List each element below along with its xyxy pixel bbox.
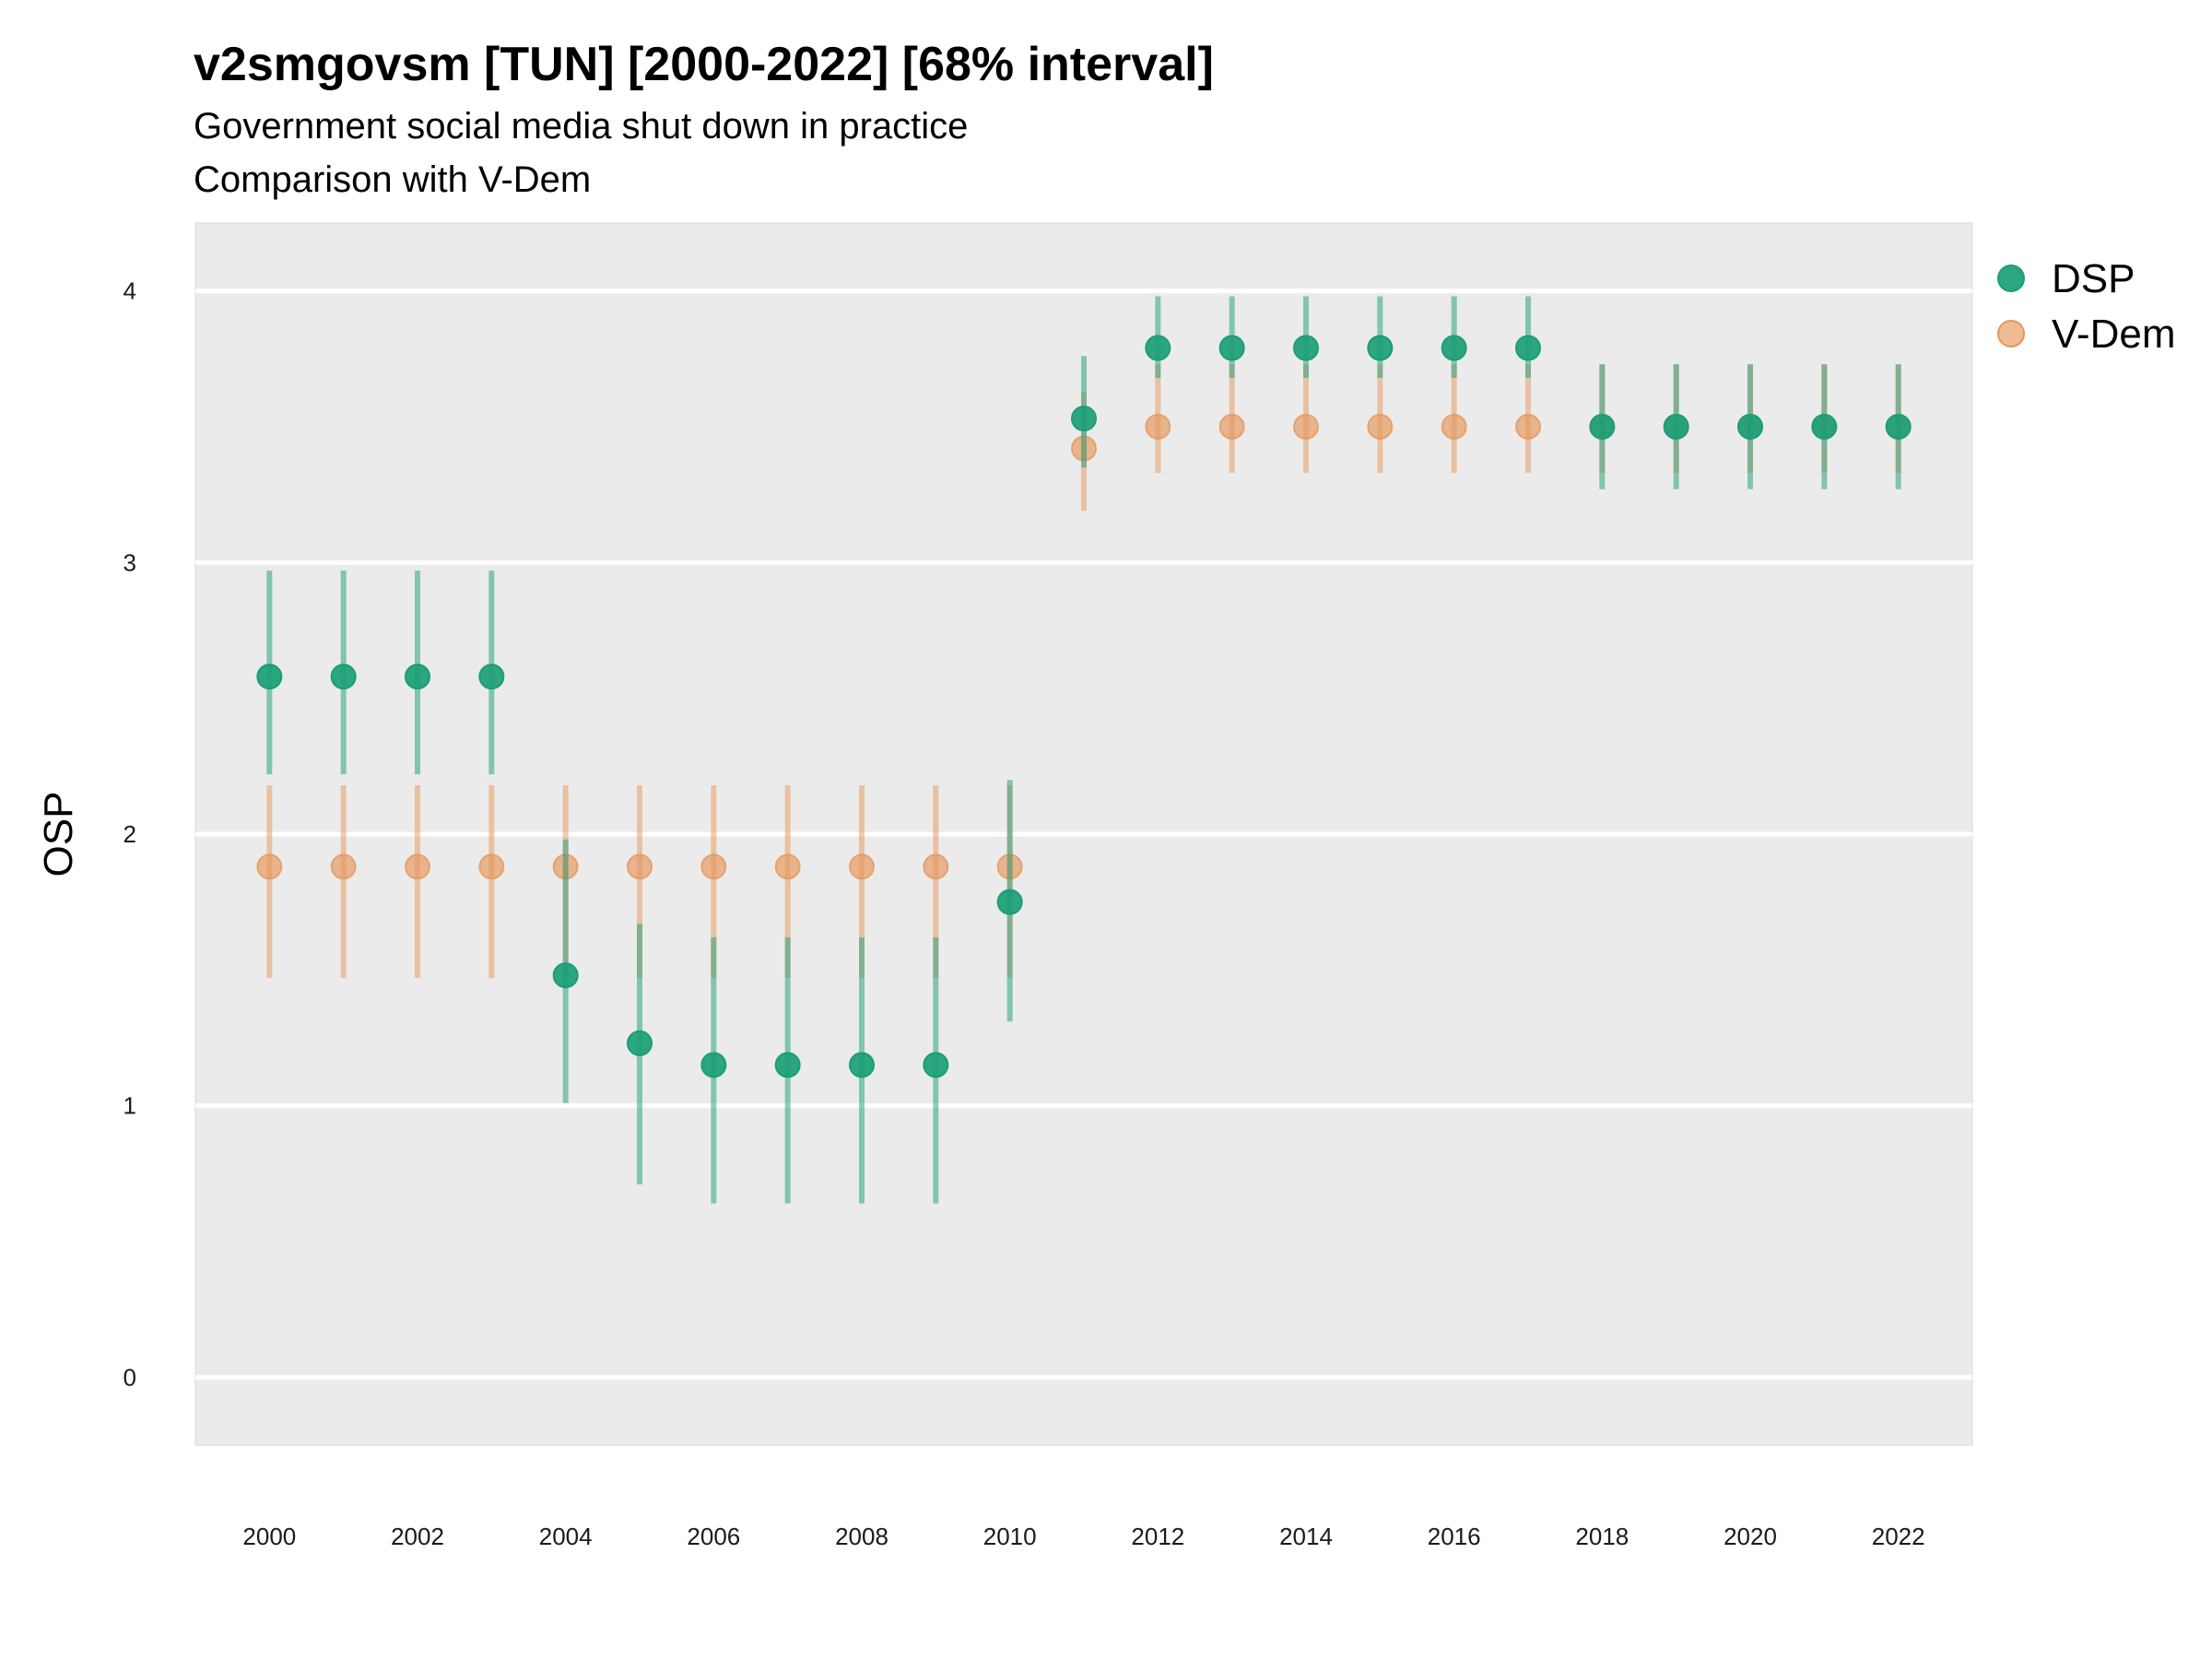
v-dem-point [330,853,357,880]
legend-label-v-dem: V-Dem [2052,312,2175,357]
v-dem-point [849,853,875,880]
legend-key-v-dem [1997,320,2025,347]
chart-title: v2smgovsm [TUN] [2000-2022] [68% interva… [194,38,1214,91]
dsp-point [1071,406,1097,432]
dsp-point [552,962,579,989]
dsp-point [1367,335,1394,361]
v-dem-point [627,853,653,880]
v-dem-point [1145,414,1171,440]
x-tick-label: 2020 [1724,1523,1777,1550]
v-dem-point [1293,414,1319,440]
dsp-point [330,664,357,690]
dsp-point [478,664,505,690]
dsp-point [1589,414,1616,440]
y-tick-label: 4 [124,277,136,305]
dsp-point [627,1030,653,1056]
dsp-point [1218,335,1245,361]
dsp-point [700,1052,727,1078]
dsp-point [1811,414,1838,440]
dsp-point [849,1052,875,1078]
dsp-point [923,1052,949,1078]
v-dem-point [923,853,949,880]
y-tick-label: 2 [124,820,136,848]
y-axis: 0 1 2 3 4 [124,277,136,1392]
legend: DSP V-Dem [1997,256,2175,357]
x-tick-label: 2000 [242,1523,296,1550]
x-tick-label: 2010 [983,1523,1037,1550]
x-tick-label: 2016 [1428,1523,1481,1550]
x-tick-label: 2002 [391,1523,444,1550]
v-dem-point [700,853,727,880]
chart-caption: Comparison with V-Dem [194,159,592,200]
y-tick-label: 0 [124,1363,136,1391]
dsp-point [1663,414,1689,440]
dsp-point [1515,335,1541,361]
y-tick-label: 1 [124,1092,136,1120]
dsp-point [1885,414,1912,440]
x-tick-label: 2018 [1575,1523,1629,1550]
dsp-point [774,1052,801,1078]
data-series [256,296,1912,1204]
x-axis: 2000 2002 2004 2006 2008 2010 2012 2014 2016 2018… [242,1523,1924,1550]
x-tick-label: 2022 [1872,1523,1925,1550]
dsp-point [1737,414,1763,440]
dsp-point [996,888,1023,915]
v-dem-point [774,853,801,880]
series-dsp [256,296,1912,1204]
v-dem-point [1515,414,1541,440]
v-dem-point [1218,414,1245,440]
x-tick-label: 2014 [1279,1523,1333,1550]
v-dem-point [478,853,505,880]
y-axis-label: OSP [36,792,81,877]
v-dem-point [1441,414,1467,440]
dsp-point [1145,335,1171,361]
x-tick-label: 2012 [1131,1523,1184,1550]
dsp-point [1441,335,1467,361]
v-dem-point [405,853,430,880]
legend-key-dsp [1997,265,2025,292]
v-dem-point [1367,414,1394,440]
dsp-point [1293,335,1319,361]
v-dem-point [256,853,283,880]
x-tick-label: 2004 [539,1523,593,1550]
x-tick-label: 2006 [687,1523,740,1550]
y-tick-label: 3 [124,548,136,576]
dsp-point [405,664,430,690]
chart-subtitle: Government social media shut down in pra… [194,106,969,147]
legend-label-dsp: DSP [2052,256,2135,301]
dsp-point [256,664,283,690]
x-tick-label: 2008 [835,1523,888,1550]
